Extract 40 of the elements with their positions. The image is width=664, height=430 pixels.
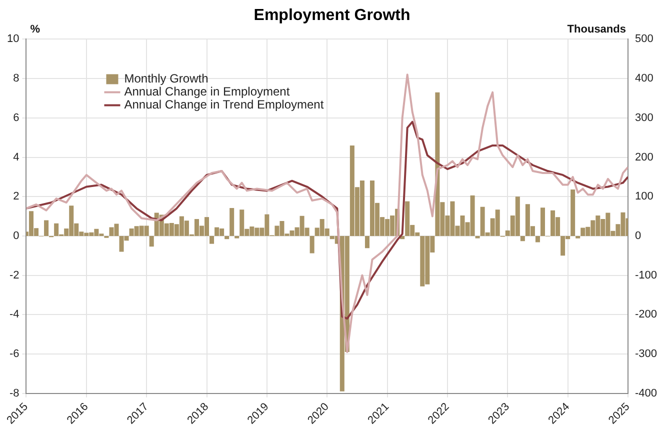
y-tick-label: 8: [13, 72, 20, 85]
bar: [540, 208, 545, 236]
legend-label: Monthly Growth: [124, 72, 208, 86]
y2-tick-label: 400: [634, 72, 654, 85]
y-tick-label: 6: [13, 112, 20, 124]
bar: [475, 236, 480, 238]
chart-title: Employment Growth: [254, 7, 410, 24]
y2-tick-label: -400: [634, 387, 658, 400]
bar: [230, 208, 234, 236]
bar: [576, 236, 580, 238]
y2-tick-label: 100: [634, 190, 654, 203]
bar: [210, 236, 214, 244]
y-tick-label: -2: [9, 269, 20, 282]
y-tick-label: -6: [9, 348, 20, 360]
y-tick-label: 10: [6, 33, 20, 46]
y-tick-label: 2: [13, 190, 20, 203]
legend-label: Annual Change in Trend Employment: [124, 98, 324, 112]
bar: [570, 190, 576, 236]
y2-tick-label: 500: [634, 33, 654, 46]
y2-tick-label: -200: [634, 308, 658, 321]
y2-tick-label: -100: [634, 269, 658, 282]
bar: [520, 236, 525, 242]
y-tick-label: -8: [9, 387, 20, 400]
bar: [234, 236, 240, 238]
y2-tick-label: 300: [634, 112, 654, 124]
y-tick-label: -4: [9, 308, 20, 321]
bar: [44, 220, 49, 236]
legend-label: Annual Change in Employment: [124, 84, 290, 99]
y2-tick-label: -300: [634, 348, 658, 360]
bar: [535, 236, 540, 242]
bar: [310, 236, 314, 254]
y2-tick-label: 0: [634, 230, 642, 242]
bar: [224, 236, 230, 240]
y-tick-label: 0: [13, 230, 20, 242]
bar: [364, 236, 370, 248]
y2-axis-title: Thousands: [567, 24, 626, 36]
y-axis-title: %: [30, 24, 40, 36]
y2-tick-label: 200: [634, 151, 654, 164]
bar: [149, 236, 154, 247]
y-tick-label: 4: [13, 151, 20, 164]
